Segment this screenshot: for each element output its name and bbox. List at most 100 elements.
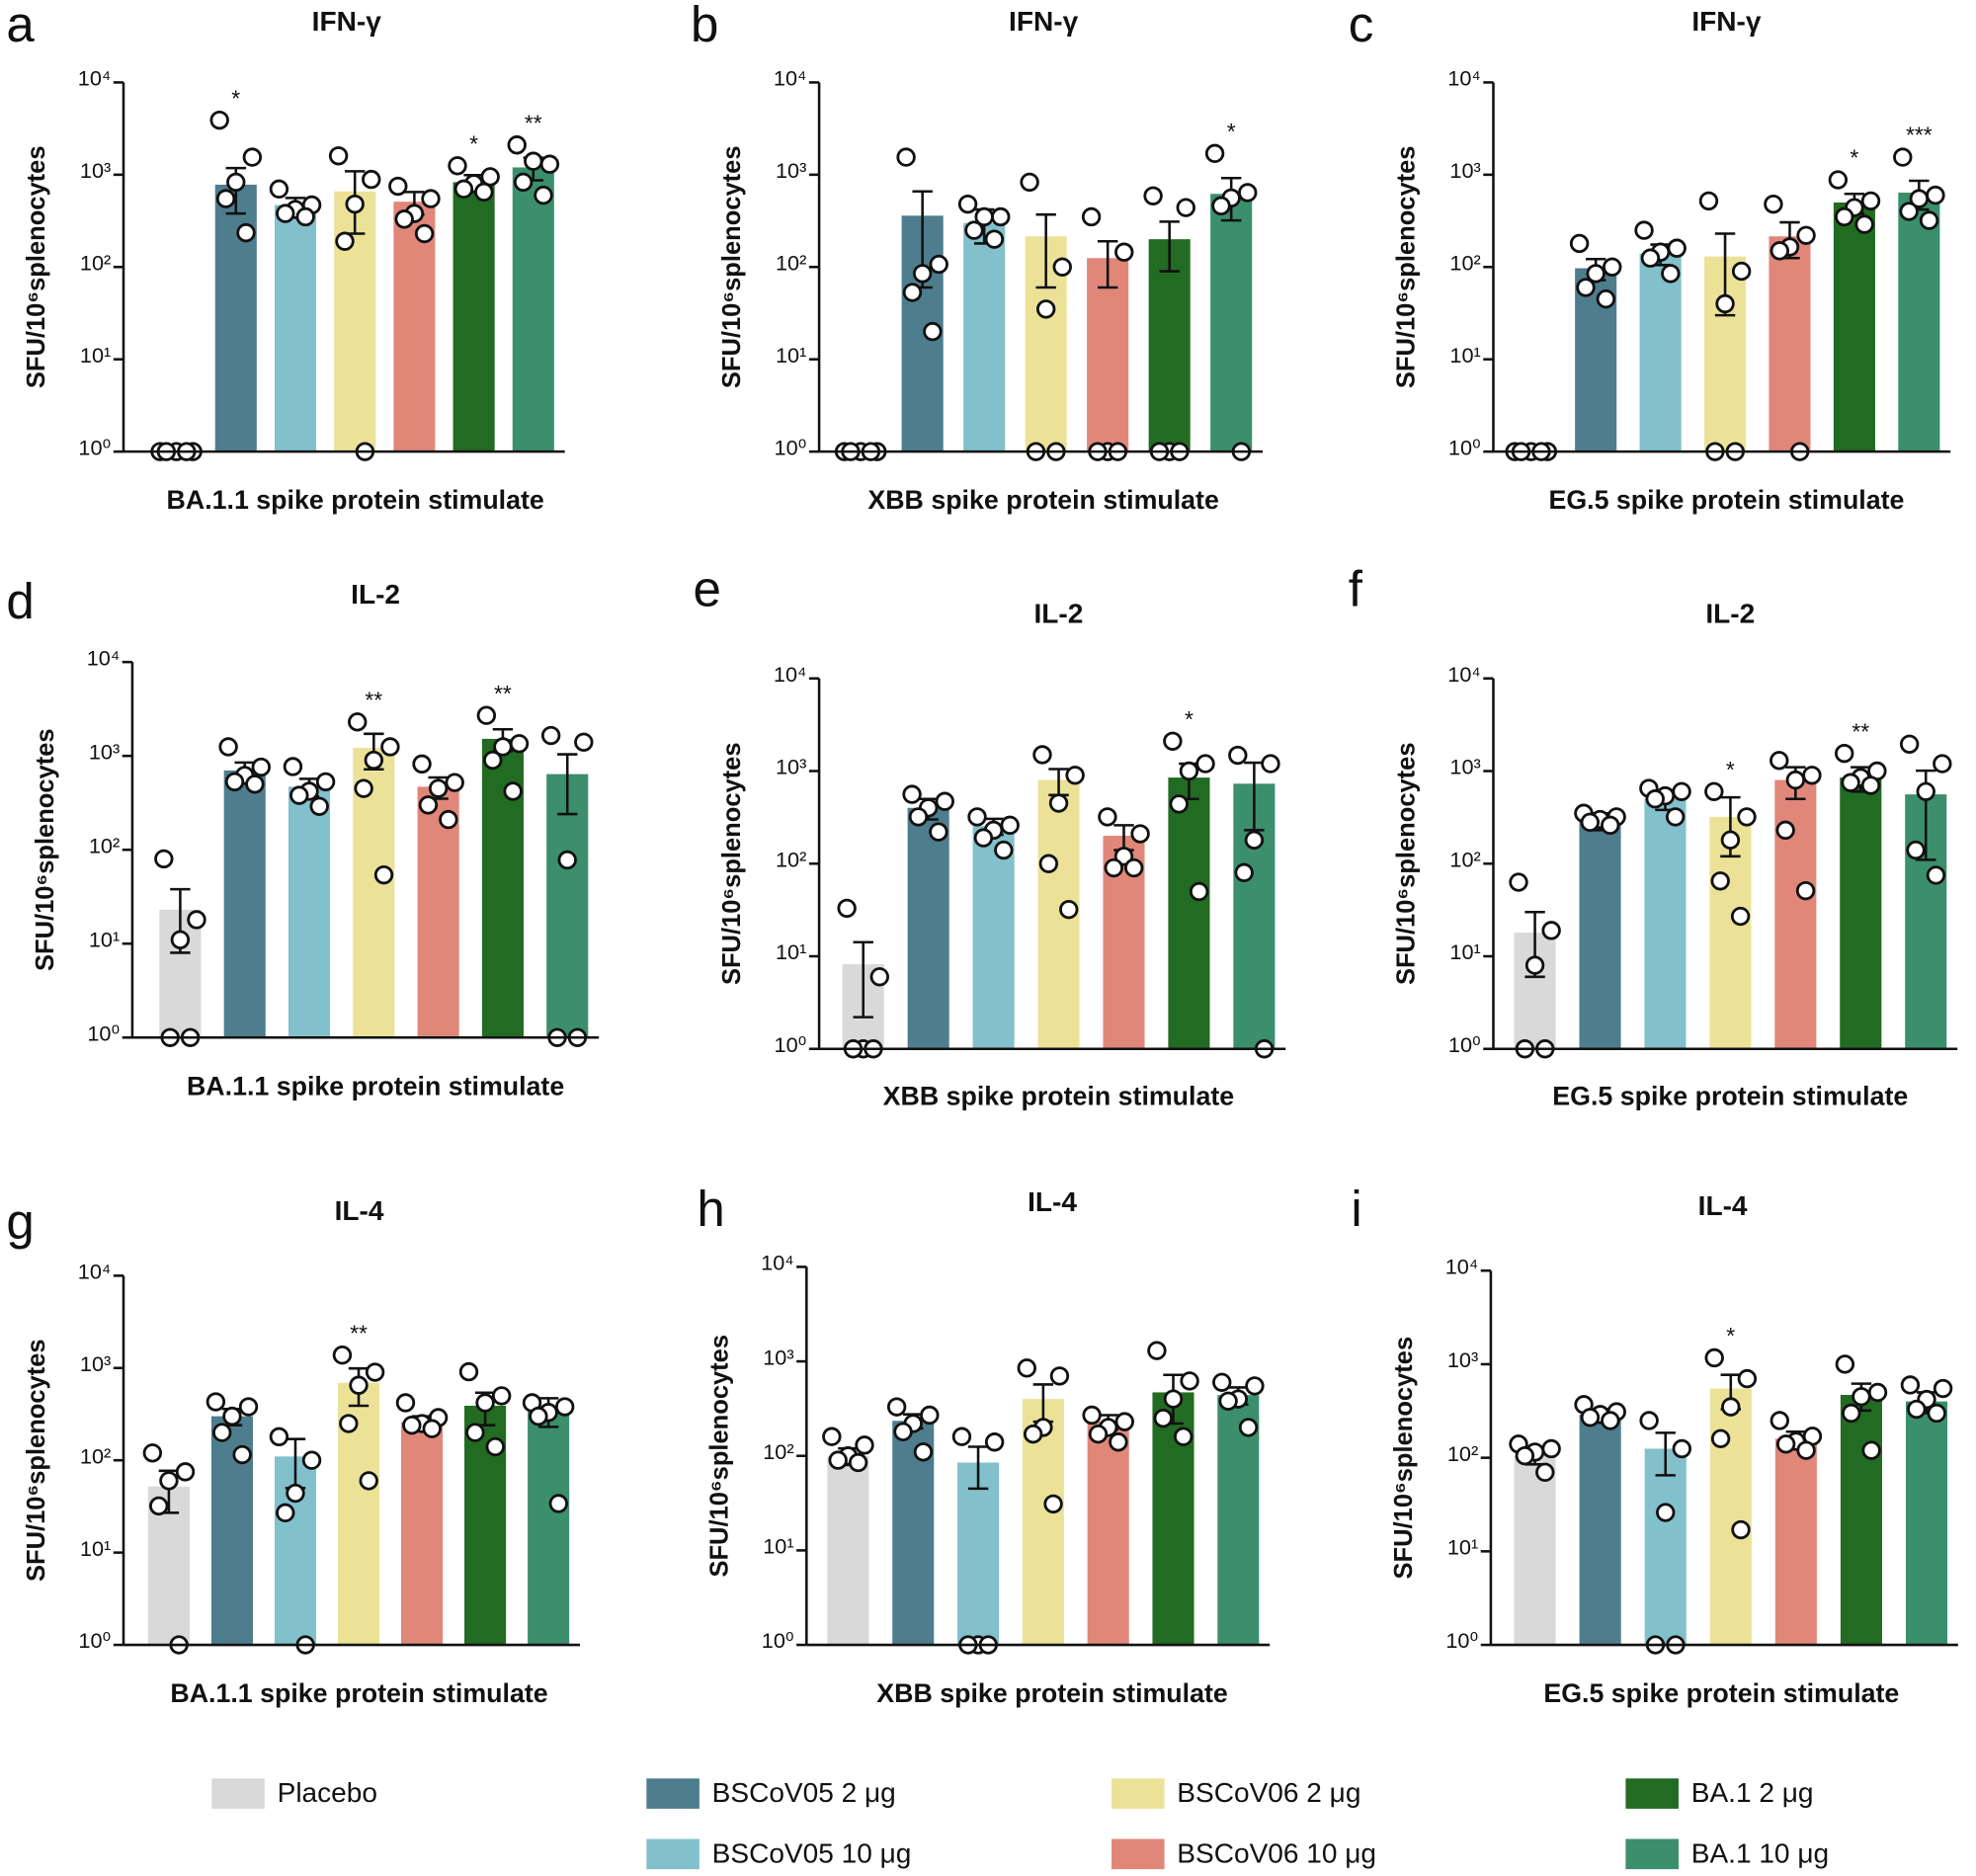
data-point bbox=[301, 1450, 322, 1470]
data-point bbox=[902, 784, 922, 804]
bar bbox=[393, 202, 436, 452]
data-point bbox=[1828, 170, 1849, 190]
significance: ** bbox=[350, 1320, 368, 1346]
legend-label: BSCoV06 2 μg bbox=[1177, 1777, 1360, 1808]
significance: * bbox=[1850, 145, 1858, 171]
data-point bbox=[269, 1427, 289, 1447]
data-point bbox=[187, 910, 206, 930]
data-point bbox=[1900, 1375, 1921, 1395]
legend-label: BA.1 10 μg bbox=[1691, 1837, 1829, 1868]
y-tick-label: 10³ bbox=[776, 158, 806, 183]
y-tick-label: 10¹ bbox=[89, 927, 120, 951]
data-point bbox=[828, 1450, 848, 1470]
data-point bbox=[534, 185, 553, 205]
significance: * bbox=[231, 85, 240, 111]
error-bar bbox=[1097, 239, 1118, 289]
data-point bbox=[822, 1427, 842, 1446]
data-point bbox=[1764, 194, 1783, 214]
x-axis-label: EG.5 spike protein stimulate bbox=[1552, 1082, 1908, 1111]
y-axis-label: SFU/10⁶splenocytes bbox=[23, 145, 50, 388]
data-point bbox=[212, 1423, 232, 1442]
data-point bbox=[142, 1443, 163, 1463]
data-point bbox=[286, 1483, 305, 1504]
data-point bbox=[283, 757, 303, 776]
data-point bbox=[1721, 1397, 1741, 1417]
y-tick-label: 10² bbox=[776, 847, 806, 871]
data-point bbox=[1153, 1408, 1173, 1428]
data-point bbox=[1770, 1411, 1789, 1430]
data-point bbox=[1114, 242, 1134, 262]
data-point bbox=[507, 135, 527, 155]
bar bbox=[223, 770, 266, 1038]
bar bbox=[1087, 258, 1129, 452]
data-point bbox=[1023, 1424, 1043, 1444]
data-point bbox=[1032, 745, 1052, 765]
data-point bbox=[1835, 743, 1854, 764]
legend-swatch bbox=[211, 1778, 265, 1809]
bar bbox=[1644, 1448, 1687, 1646]
data-point bbox=[1770, 751, 1789, 771]
data-point bbox=[994, 840, 1014, 860]
data-point bbox=[395, 1393, 416, 1413]
bar bbox=[1840, 1394, 1882, 1646]
y-tick-label: 10³ bbox=[80, 158, 111, 183]
data-point bbox=[448, 156, 467, 176]
data-point bbox=[1580, 812, 1601, 833]
chart-title: IL-2 bbox=[1705, 598, 1755, 628]
data-point bbox=[491, 1386, 512, 1406]
bar bbox=[1579, 820, 1621, 1049]
x-axis-label: XBB spike protein stimulate bbox=[883, 1082, 1234, 1111]
x-axis-label: EG.5 spike protein stimulate bbox=[1548, 485, 1904, 515]
data-point bbox=[1218, 1391, 1238, 1411]
data-point bbox=[1048, 793, 1069, 813]
error-bar bbox=[853, 940, 873, 1019]
data-point bbox=[1535, 1462, 1555, 1483]
significance: * bbox=[1726, 1323, 1735, 1348]
y-tick-label: 10⁴ bbox=[1447, 662, 1480, 687]
data-point bbox=[1163, 731, 1183, 751]
data-point bbox=[896, 147, 916, 167]
data-point bbox=[1933, 1378, 1953, 1399]
data-point bbox=[574, 732, 594, 752]
data-point bbox=[226, 172, 246, 193]
x-axis-label: BA.1.1 spike protein stimulate bbox=[187, 1071, 564, 1101]
data-point bbox=[1180, 1371, 1199, 1391]
y-tick-label: 10⁰ bbox=[775, 1032, 807, 1057]
data-point bbox=[1656, 1503, 1676, 1522]
data-point bbox=[1541, 921, 1561, 940]
data-point bbox=[1909, 189, 1930, 208]
data-point bbox=[422, 1419, 442, 1438]
data-point bbox=[1715, 293, 1735, 314]
y-tick-label: 10⁴ bbox=[78, 66, 111, 91]
data-point bbox=[1596, 288, 1616, 309]
y-tick-label: 10² bbox=[776, 250, 806, 275]
data-point bbox=[206, 1392, 226, 1412]
y-tick-label: 10⁰ bbox=[775, 435, 807, 459]
data-point bbox=[485, 1436, 505, 1457]
data-point bbox=[332, 1346, 353, 1365]
data-point bbox=[1906, 840, 1926, 860]
y-tick-label: 10¹ bbox=[776, 343, 806, 367]
data-point bbox=[837, 898, 857, 919]
data-point bbox=[1731, 261, 1752, 282]
y-tick-label: 10¹ bbox=[1447, 1535, 1478, 1560]
significance: * bbox=[1185, 706, 1194, 732]
data-point bbox=[1907, 1399, 1927, 1420]
data-point bbox=[1796, 1440, 1816, 1460]
data-point bbox=[1017, 1358, 1036, 1378]
data-point bbox=[1576, 278, 1596, 297]
data-point bbox=[1640, 248, 1661, 268]
bar bbox=[546, 774, 589, 1038]
data-point bbox=[1104, 857, 1123, 878]
y-tick-label: 10² bbox=[80, 1443, 111, 1468]
data-point bbox=[1737, 1368, 1758, 1389]
panel-letter: e bbox=[694, 560, 721, 616]
data-point bbox=[315, 772, 336, 792]
data-point bbox=[251, 757, 271, 777]
data-point bbox=[209, 110, 229, 130]
y-tick-label: 10³ bbox=[80, 1351, 111, 1376]
data-point bbox=[869, 967, 889, 987]
data-point bbox=[1059, 899, 1079, 920]
panel-letter: c bbox=[1349, 0, 1374, 52]
